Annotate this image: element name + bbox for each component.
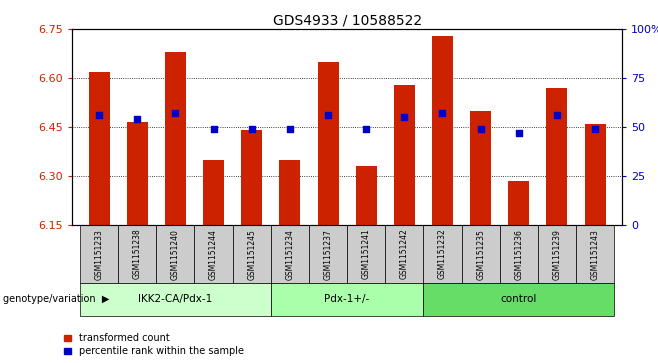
Point — [247, 126, 257, 132]
Point — [209, 126, 219, 132]
Bar — [576, 225, 614, 283]
Point — [361, 126, 371, 132]
Bar — [394, 85, 415, 225]
Point — [437, 110, 447, 116]
Point — [475, 126, 486, 132]
Text: GSM1151244: GSM1151244 — [209, 229, 218, 280]
Bar — [584, 124, 605, 225]
Bar — [271, 225, 309, 283]
Bar — [538, 225, 576, 283]
Text: GSM1151238: GSM1151238 — [133, 229, 141, 280]
Title: GDS4933 / 10588522: GDS4933 / 10588522 — [272, 14, 422, 28]
Text: GSM1151242: GSM1151242 — [400, 229, 409, 280]
Text: GSM1151239: GSM1151239 — [553, 229, 561, 280]
Bar — [546, 88, 567, 225]
Bar — [318, 62, 338, 225]
Point — [513, 130, 524, 136]
Bar — [423, 283, 614, 316]
Point — [399, 114, 409, 120]
Bar — [280, 160, 300, 225]
Bar — [80, 225, 118, 283]
Point — [590, 126, 600, 132]
Bar — [271, 283, 423, 316]
Bar — [508, 181, 529, 225]
Text: GSM1151243: GSM1151243 — [591, 229, 599, 280]
Text: GSM1151241: GSM1151241 — [362, 229, 370, 280]
Bar — [385, 225, 423, 283]
Bar — [461, 225, 499, 283]
Point — [170, 110, 181, 116]
Text: GSM1151235: GSM1151235 — [476, 229, 485, 280]
Text: GSM1151234: GSM1151234 — [286, 229, 294, 280]
Text: GSM1151233: GSM1151233 — [95, 229, 103, 280]
Text: IKK2-CA/Pdx-1: IKK2-CA/Pdx-1 — [138, 294, 213, 305]
Text: Pdx-1+/-: Pdx-1+/- — [324, 294, 370, 305]
Text: GSM1151245: GSM1151245 — [247, 229, 256, 280]
Bar — [165, 52, 186, 225]
Bar — [356, 166, 376, 225]
Point — [94, 113, 105, 118]
Bar — [432, 36, 453, 225]
Bar — [241, 130, 262, 225]
Point — [132, 116, 143, 122]
Bar — [423, 225, 461, 283]
Text: genotype/variation  ▶: genotype/variation ▶ — [3, 294, 110, 305]
Bar — [499, 225, 538, 283]
Bar — [233, 225, 271, 283]
Bar — [89, 72, 110, 225]
Text: control: control — [501, 294, 537, 305]
Legend: transformed count, percentile rank within the sample: transformed count, percentile rank withi… — [64, 333, 243, 356]
Bar — [195, 225, 233, 283]
Text: GSM1151236: GSM1151236 — [515, 229, 523, 280]
Bar — [127, 122, 148, 225]
Point — [323, 113, 334, 118]
Point — [551, 113, 562, 118]
Bar — [203, 160, 224, 225]
Bar — [80, 283, 271, 316]
Text: GSM1151237: GSM1151237 — [324, 229, 332, 280]
Bar — [470, 111, 491, 225]
Bar — [118, 225, 157, 283]
Bar — [347, 225, 385, 283]
Bar — [157, 225, 195, 283]
Point — [285, 126, 295, 132]
Text: GSM1151232: GSM1151232 — [438, 229, 447, 280]
Text: GSM1151240: GSM1151240 — [171, 229, 180, 280]
Bar — [309, 225, 347, 283]
